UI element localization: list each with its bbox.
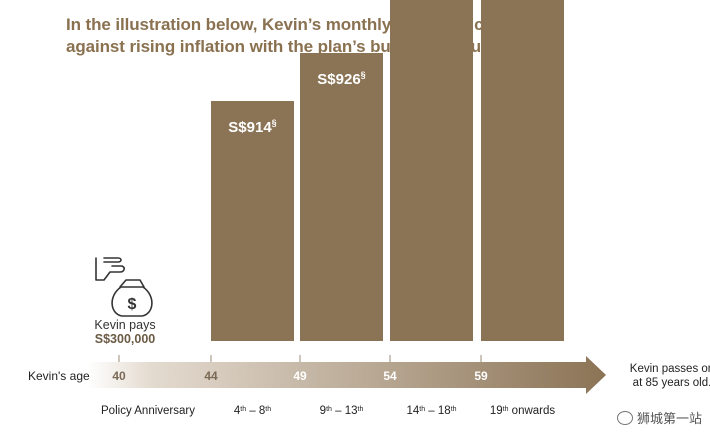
- payment-amount: S$300,000: [95, 332, 156, 346]
- payment-label: Kevin pays: [94, 318, 155, 332]
- watermark-text: 狮城第一站: [636, 412, 702, 427]
- bar: [300, 53, 383, 341]
- policy-anniversary-label: Policy Anniversary: [101, 405, 195, 417]
- bar-value-label: S$914§: [228, 118, 276, 136]
- age-label: 49: [293, 369, 307, 383]
- bars: S$914§S$926§S$953§S$1,003§: [211, 0, 564, 341]
- age-label: 54: [383, 369, 397, 383]
- bar: [481, 0, 564, 341]
- timeline-arrow: [88, 356, 606, 394]
- anniversary-labels: 4th – 8th 9th – 13th 14th – 18th 19th onwar…: [234, 405, 556, 417]
- watermark: 狮城第一站: [616, 408, 702, 427]
- age-ticks: 40 44 49 54 59: [112, 355, 488, 383]
- age-label: 59: [474, 369, 488, 383]
- age-label: 44: [204, 369, 218, 383]
- timeline-label: Kevin's age: [28, 369, 90, 383]
- bar: [211, 101, 294, 341]
- end-label-line-1: Kevin passes on: [630, 363, 710, 375]
- bar: [390, 0, 473, 341]
- anniversary-label: 9th – 13th: [320, 405, 364, 417]
- end-label-line-2: at 85 years old.: [633, 377, 710, 389]
- svg-text:$: $: [128, 296, 137, 313]
- anniversary-label: 14th – 18th: [406, 405, 456, 417]
- age-label: 40: [112, 369, 126, 383]
- anniversary-label: 19th onwards: [490, 405, 556, 417]
- anniversary-label: 4th – 8th: [234, 405, 271, 417]
- wechat-icon: [616, 410, 633, 425]
- hand-money-bag-icon: $: [95, 257, 153, 317]
- bar-value-label: S$926§: [317, 70, 365, 88]
